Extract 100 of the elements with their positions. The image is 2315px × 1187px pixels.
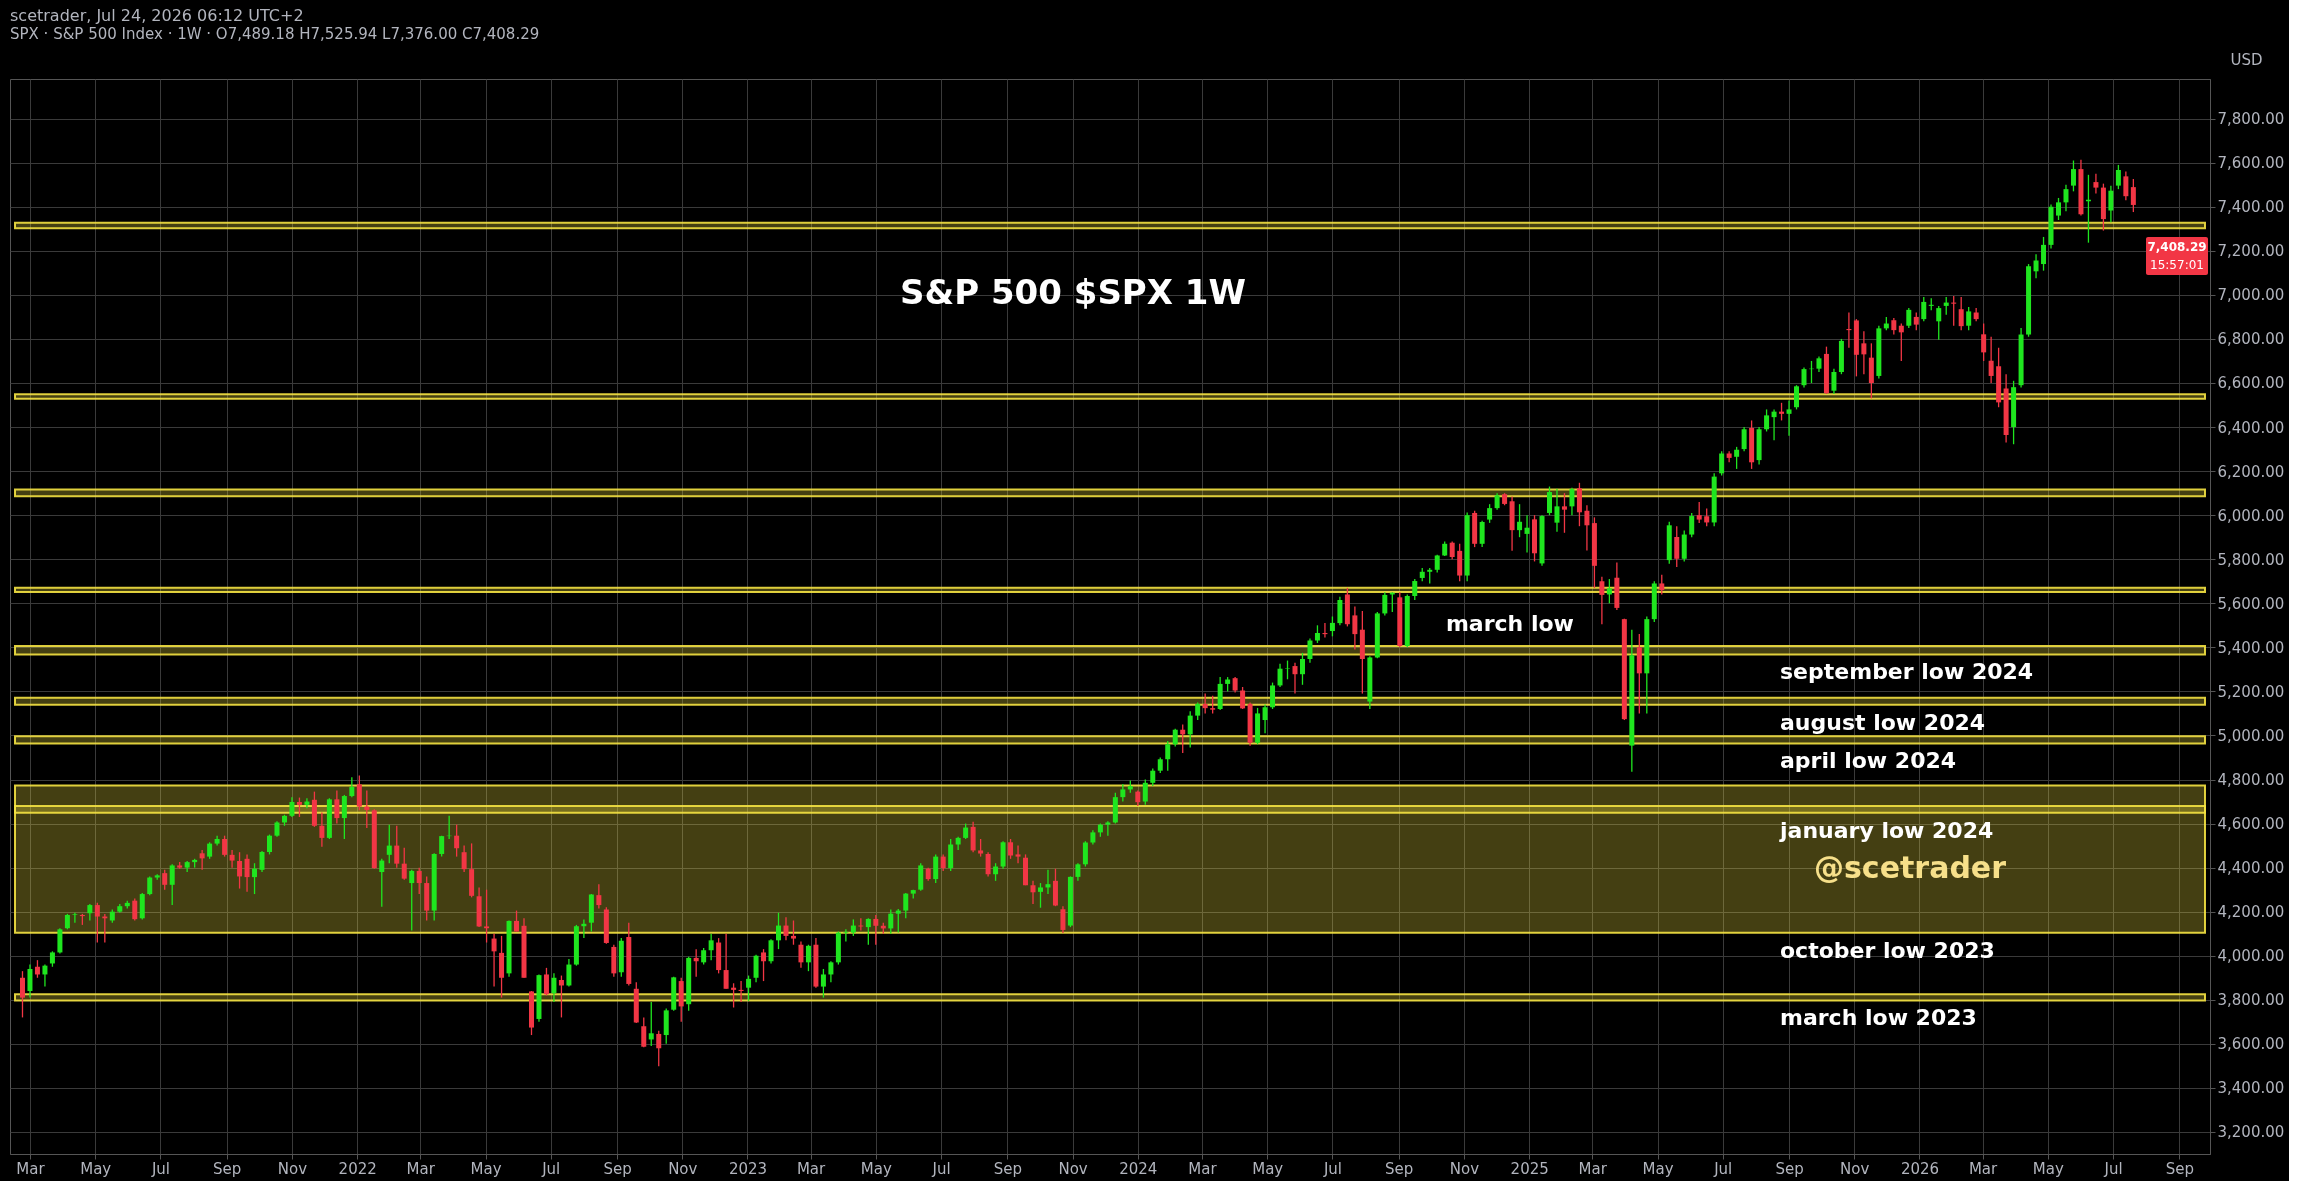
candlestick	[1719, 450, 1725, 477]
candlestick	[1277, 663, 1283, 688]
candlestick	[2093, 173, 2099, 195]
candlestick	[2063, 184, 2069, 212]
y-tick-label: 3,600.00	[2217, 1035, 2285, 1054]
x-tick-label: May	[860, 1159, 892, 1178]
y-tick-label: 5,400.00	[2217, 638, 2285, 657]
candlestick	[454, 824, 460, 858]
candlestick	[259, 850, 265, 873]
candlestick	[1479, 520, 1485, 548]
y-tick-label: 7,400.00	[2217, 198, 2285, 217]
candlestick	[1015, 844, 1021, 864]
candlestick	[72, 912, 78, 924]
x-tick-label: Sep	[213, 1159, 242, 1178]
x-tick-label: Sep	[1775, 1159, 1804, 1178]
candlestick	[1958, 296, 1964, 331]
candlestick	[514, 909, 520, 933]
x-tick-label: Mar	[1968, 1159, 1999, 1178]
candlestick	[873, 914, 879, 946]
x-tick-label: Jul	[150, 1159, 170, 1178]
candlestick	[933, 853, 939, 884]
x-tick-label: Jul	[1322, 1159, 1342, 1178]
candlestick	[970, 821, 976, 853]
candlestick	[132, 897, 138, 922]
x-tick-label: Nov	[1449, 1159, 1480, 1178]
candlestick	[948, 838, 954, 872]
candlestick	[1517, 503, 1523, 538]
candlestick	[2130, 178, 2136, 213]
x-tick-label: May	[80, 1159, 112, 1178]
candlestick	[57, 927, 63, 955]
candlestick	[1187, 710, 1193, 749]
candlestick	[1060, 905, 1066, 934]
x-tick-label: 2022	[338, 1159, 377, 1178]
y-tick-label: 3,200.00	[2217, 1123, 2285, 1142]
candlestick	[394, 825, 400, 869]
candlestick	[1142, 778, 1148, 806]
y-tick-label: 5,000.00	[2217, 726, 2285, 745]
candlestick	[229, 849, 235, 869]
candlestick	[1906, 307, 1912, 329]
x-tick-label: Sep	[2165, 1159, 2194, 1178]
candlestick	[708, 933, 714, 961]
candlestick	[1988, 336, 1994, 384]
candlestick	[1786, 399, 1792, 437]
candlestick	[1584, 504, 1590, 552]
x-tick-label: Mar	[406, 1159, 436, 1178]
candlestick	[1981, 322, 1987, 362]
candlestick	[162, 869, 168, 891]
candlestick	[244, 853, 250, 893]
candlestick	[379, 858, 385, 908]
candlestick	[641, 1016, 647, 1048]
candlestick	[2033, 253, 2039, 280]
candlestick	[1674, 525, 1680, 568]
x-tick-label: Mar	[16, 1159, 46, 1178]
y-tick-label: 7,200.00	[2217, 242, 2285, 261]
band-label: august low 2024	[1780, 709, 1986, 735]
text: SPX · S&P 500 Index · 1W · O7,489.18 H7,525.94 L7,376.00 C7,408.29	[10, 25, 540, 43]
y-tick-label: 6,600.00	[2217, 374, 2285, 393]
band-label: september low 2024	[1780, 659, 2034, 685]
candlestick	[147, 875, 153, 896]
candlestick	[1030, 880, 1036, 905]
x-tick-label: Jul	[541, 1159, 561, 1178]
candlestick	[768, 938, 774, 965]
candlestick	[222, 835, 228, 858]
candlestick	[356, 774, 362, 811]
candlestick	[761, 948, 767, 982]
candlestick	[865, 917, 871, 946]
x-tick-label: Nov	[668, 1159, 698, 1178]
candlestick	[1412, 578, 1418, 601]
x-tick-label: 2023	[728, 1159, 768, 1178]
candlestick	[2123, 170, 2129, 201]
candlestick	[895, 908, 901, 934]
candlestick	[1861, 330, 1867, 375]
candlestick	[1794, 384, 1800, 411]
candlestick	[1299, 652, 1305, 686]
y-tick-label: 4,800.00	[2217, 771, 2285, 790]
candlestick	[2115, 164, 2121, 190]
candlestick	[903, 892, 909, 919]
annotation: march low	[1445, 611, 1574, 637]
y-tick-label: 5,200.00	[2217, 682, 2285, 701]
candlestick	[753, 953, 759, 983]
y-tick-label: 4,000.00	[2217, 947, 2285, 966]
candlestick	[805, 944, 811, 972]
x-tick-label: Jul	[2103, 1159, 2123, 1178]
candlestick	[1659, 574, 1665, 596]
y-tick-label: 5,600.00	[2217, 594, 2285, 613]
y-tick-label: 6,000.00	[2217, 506, 2285, 525]
candlestick	[1292, 662, 1298, 695]
annotation: 15:57:01	[2150, 258, 2204, 272]
candlestick	[461, 844, 467, 873]
candlestick	[820, 968, 826, 999]
candlestick	[828, 960, 834, 983]
y-tick-label: 6,200.00	[2217, 462, 2285, 481]
candlestick	[731, 982, 737, 1009]
y-tick-label: 4,400.00	[2217, 859, 2285, 878]
candlestick	[798, 940, 804, 969]
candlestick	[1524, 514, 1530, 554]
candlestick	[1966, 306, 1972, 331]
candlestick	[1307, 637, 1313, 664]
candlestick	[551, 972, 557, 1003]
x-tick-label: Sep	[603, 1159, 632, 1178]
